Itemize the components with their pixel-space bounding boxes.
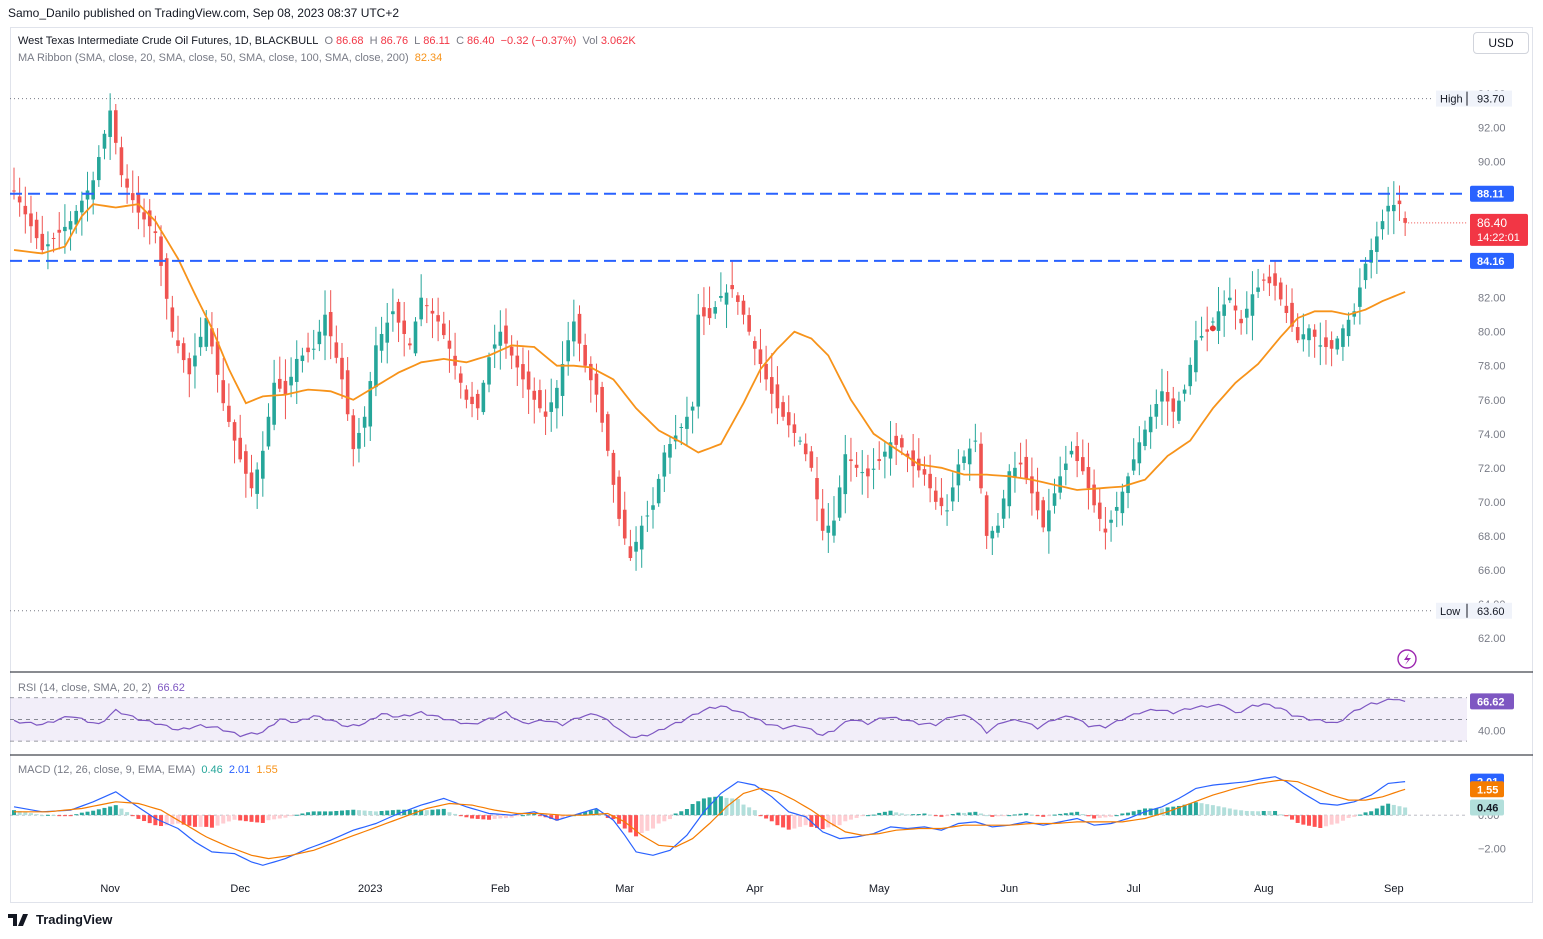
macd-hist-value: 0.46 — [201, 764, 223, 776]
brand-name: TradingView — [36, 912, 113, 927]
rsi-legend: RSI (14, close, SMA, 20, 2) 66.62 — [18, 682, 188, 694]
macd-label: MACD (12, 26, close, 9, EMA, EMA) — [18, 764, 196, 776]
volume-label: Vol — [582, 35, 598, 47]
high-label: H — [369, 35, 378, 47]
macd-legend: MACD (12, 26, close, 9, EMA, EMA) 0.46 2… — [18, 764, 281, 776]
rsi-value: 66.62 — [157, 682, 185, 694]
chart-frame — [10, 27, 1533, 903]
low-label: L — [414, 35, 421, 47]
instrument-title: West Texas Intermediate Crude Oil Future… — [18, 35, 319, 47]
ma-value: 82.34 — [414, 52, 443, 64]
ma-legend: MA Ribbon (SMA, close, 20, SMA, close, 5… — [18, 52, 445, 64]
high-value: 86.76 — [380, 35, 409, 47]
open-value: 86.68 — [336, 35, 364, 47]
close-label: C — [456, 35, 465, 47]
rsi-label: RSI (14, close, SMA, 20, 2) — [18, 682, 152, 694]
macd-line-value: 2.01 — [228, 764, 251, 776]
low-value: 86.11 — [423, 35, 450, 47]
currency-button[interactable]: USD — [1473, 32, 1529, 54]
tradingview-logo-icon — [8, 913, 28, 926]
change-value: −0.32 (−0.37%) — [500, 35, 577, 47]
ma-label: MA Ribbon (SMA, close, 20, SMA, close, 5… — [18, 52, 409, 64]
open-label: O — [324, 35, 334, 47]
macd-signal-value: 1.55 — [256, 764, 278, 776]
publisher-line: Samo_Danilo published on TradingView.com… — [8, 6, 400, 20]
price-legend: West Texas Intermediate Crude Oil Future… — [18, 35, 639, 47]
volume-value: 3.062K — [600, 35, 636, 47]
close-value: 86.40 — [467, 35, 495, 47]
tradingview-brand[interactable]: TradingView — [8, 912, 112, 927]
